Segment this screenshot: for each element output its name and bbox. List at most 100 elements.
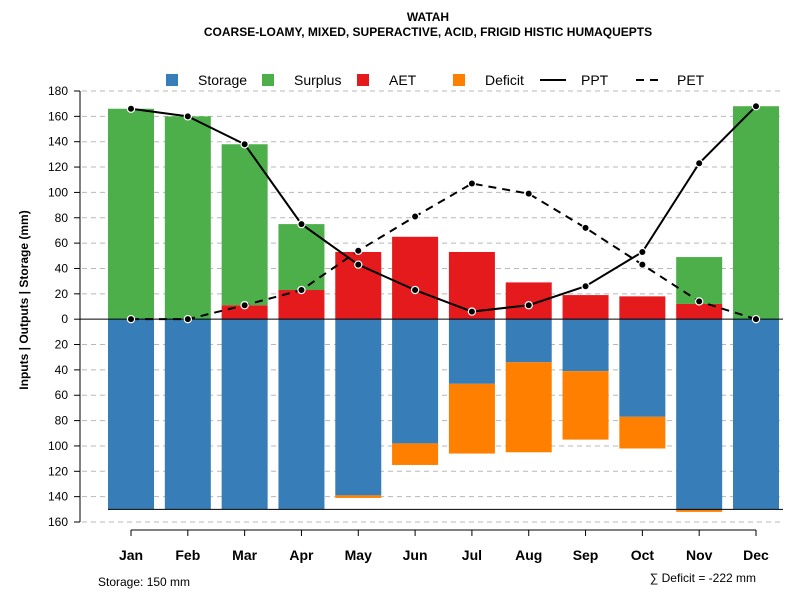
x-tick-label: Mar: [232, 547, 257, 563]
surplus-bar: [676, 257, 723, 304]
storage-bar: [221, 319, 268, 510]
ppt-point: [240, 140, 249, 149]
ppt-point: [581, 282, 590, 291]
y-tick-label: 20: [55, 287, 69, 301]
y-tick-label: 80: [55, 211, 69, 225]
deficit-bar: [505, 362, 552, 453]
y-tick-label: 180: [48, 84, 68, 98]
storage-bar: [335, 319, 382, 496]
aet-bar: [392, 236, 439, 320]
pet-point: [126, 314, 136, 324]
surplus-bar: [164, 116, 211, 320]
ppt-point: [524, 301, 533, 310]
legend-label: Storage: [198, 72, 247, 88]
pet-point: [638, 260, 647, 269]
legend-label: AET: [389, 72, 417, 88]
pet-point: [694, 297, 704, 306]
y-tick-label: 60: [55, 236, 69, 250]
ppt-point: [183, 112, 193, 121]
ppt-point: [297, 219, 306, 229]
legend-label: Deficit: [485, 72, 524, 88]
y-tick-label: 160: [48, 515, 68, 529]
pet-line: [131, 182, 757, 321]
surplus-bar: [278, 224, 325, 291]
chart-subtitle: COARSE-LOAMY, MIXED, SUPERACTIVE, ACID, …: [204, 25, 652, 39]
ppt-point: [467, 307, 477, 316]
x-tick-label: Jul: [462, 547, 482, 563]
aet-legend-swatch: [357, 74, 369, 86]
y-tick-label: 0: [61, 312, 68, 326]
chart-title: WATAH: [407, 10, 449, 24]
y-tick-label: 20: [55, 338, 69, 352]
legend-label: PET: [677, 72, 705, 88]
storage-bar: [562, 319, 609, 372]
storage-bar: [733, 319, 779, 510]
storage-bar: [505, 319, 552, 363]
storage-bar: [278, 319, 325, 510]
surplus-bar: [733, 106, 779, 320]
storage-bar: [392, 319, 439, 444]
storage-bar: [676, 319, 723, 510]
x-tick-label: Jan: [119, 547, 143, 563]
storage-legend-swatch: [166, 74, 178, 86]
storage-note: Storage: 150 mm: [98, 575, 190, 589]
deficit-bar: [448, 383, 495, 454]
pet-point: [410, 212, 420, 221]
pet-point: [240, 301, 249, 310]
y-tick-label: 160: [48, 109, 68, 123]
pet-point: [524, 189, 533, 198]
surplus-legend-swatch: [262, 74, 274, 86]
y-tick-label: 40: [55, 261, 69, 275]
x-tick-label: Feb: [175, 547, 200, 563]
storage-bar: [164, 319, 211, 510]
aet-bar: [676, 303, 723, 320]
storage-bar: [448, 319, 495, 384]
pet-point: [581, 223, 590, 233]
ppt-line: [130, 105, 757, 313]
storage-bar: [108, 319, 154, 510]
x-tick-label: Oct: [631, 547, 655, 563]
y-tick-label: 100: [48, 439, 68, 453]
ppt-point: [410, 285, 420, 295]
deficit-note: ∑ Deficit = -222 mm: [650, 571, 756, 585]
y-tick-label: 140: [48, 490, 68, 504]
x-tick-label: Nov: [686, 547, 713, 563]
legend: Storage Surplus AET Deficit PPT PET: [166, 72, 705, 88]
deficit-bar: [335, 495, 382, 498]
deficit-bar: [619, 416, 666, 449]
deficit-legend-swatch: [453, 74, 465, 86]
x-tick-label: Aug: [515, 547, 542, 563]
y-tick-label: 140: [48, 135, 68, 149]
aet-bar: [562, 295, 609, 320]
x-tick-label: May: [345, 547, 372, 563]
pet-point: [751, 314, 761, 324]
ppt-point: [694, 159, 704, 168]
deficit-bar: [562, 371, 609, 440]
y-tick-label: 120: [48, 160, 68, 174]
axis-layer: 180 160 140 120 100 80 60 40 20 0 20 40 60 80 100 120 14…: [48, 84, 769, 563]
ppt-point: [638, 247, 647, 257]
ppt-point: [751, 102, 761, 111]
pet-point: [354, 246, 363, 255]
x-tick-label: Apr: [289, 547, 314, 563]
y-tick-label: 100: [48, 185, 68, 199]
deficit-bar: [676, 509, 723, 512]
ppt-point: [354, 260, 363, 269]
deficit-bar: [392, 443, 439, 465]
y-tick-label: 40: [55, 363, 69, 377]
ppt-point: [126, 104, 136, 113]
legend-label: Surplus: [294, 72, 341, 88]
pet-point: [297, 285, 306, 295]
surplus-bar: [221, 144, 268, 306]
surplus-bar: [108, 108, 154, 320]
x-tick-label: Sep: [573, 547, 599, 563]
pet-point: [183, 314, 193, 324]
x-tick-label: Dec: [743, 547, 769, 563]
storage-bar: [619, 319, 666, 417]
line-layer: [80, 102, 783, 510]
aet-bar: [619, 296, 666, 320]
legend-label: PPT: [581, 72, 609, 88]
y-axis-label: Inputs | Outputs | Storage (mm): [17, 210, 31, 389]
y-tick-label: 120: [48, 464, 68, 478]
